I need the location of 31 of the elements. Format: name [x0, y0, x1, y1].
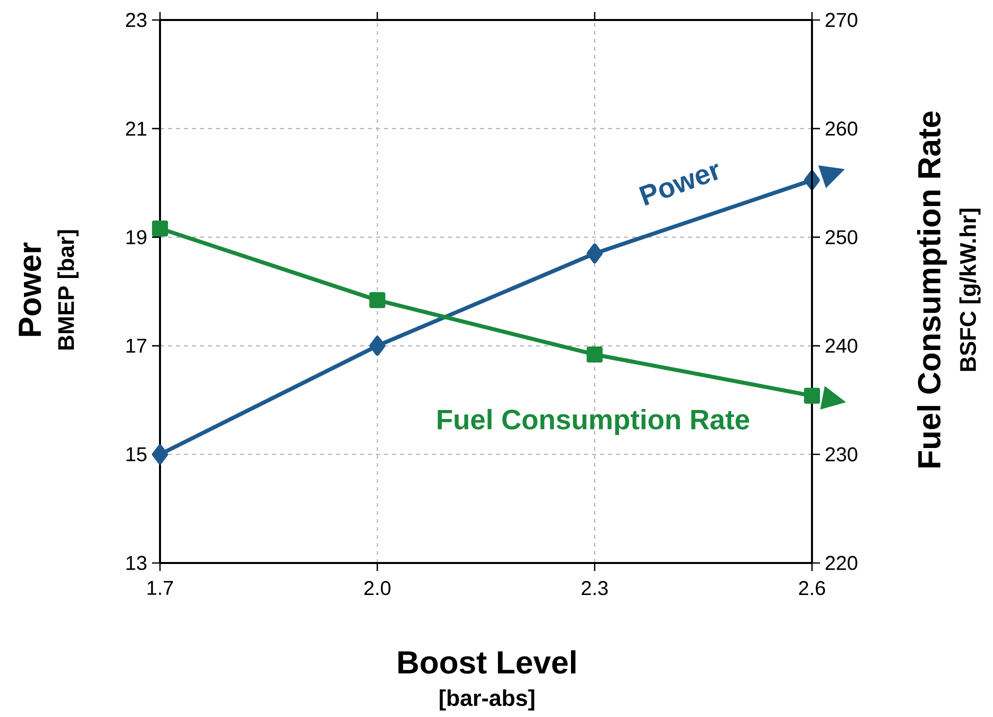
- y2-tick-label: 230: [826, 447, 858, 462]
- y-axis-title: Power: [18, 242, 42, 336]
- y-tick-label: 15: [126, 447, 146, 462]
- text: BSFC [g/kW.hr]: [959, 208, 981, 371]
- y-tick-label: 17: [126, 338, 146, 353]
- point: [152, 444, 168, 464]
- y-tick-label: 19: [126, 230, 146, 244]
- y2-tick-label: 220: [826, 556, 858, 570]
- y2-tick-label: 250: [826, 230, 858, 244]
- x-tick-label: 2.0: [364, 581, 390, 596]
- y-tick-label: 23: [126, 12, 146, 28]
- point: [804, 388, 820, 404]
- x-axis-title: Boost Level: [398, 650, 576, 674]
- point: [369, 292, 386, 308]
- point: [586, 243, 603, 264]
- text: [bar-abs]: [440, 689, 534, 711]
- text: BMEP [bar]: [57, 230, 79, 350]
- y-tick-label: 13: [126, 556, 146, 570]
- y2-tick-label: 240: [826, 338, 858, 353]
- x-tick-label: 2.6: [799, 581, 826, 596]
- point: [152, 220, 168, 236]
- x-tick-label: 1.7: [148, 581, 173, 595]
- y2-axis-title: Fuel Consumption Rate: [917, 112, 947, 468]
- y2-tick-label: 260: [826, 122, 858, 136]
- point: [369, 336, 386, 356]
- y-tick-label: 21: [126, 122, 146, 136]
- point: [586, 346, 603, 362]
- x-tick-label: 2.3: [582, 581, 608, 596]
- text: Power: [638, 164, 718, 206]
- y2-tick-label: 270: [826, 12, 858, 28]
- series-label: Fuel Consumption Rate: [438, 408, 750, 436]
